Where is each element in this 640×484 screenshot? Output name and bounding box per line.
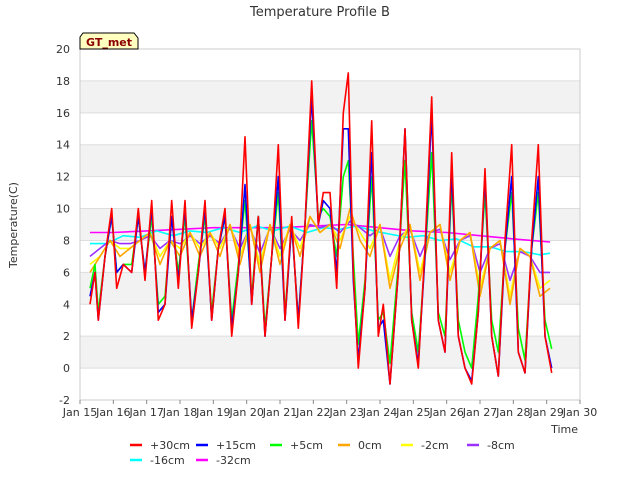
- legend-item: -8cm: [467, 439, 515, 452]
- y-axis-label: Temperature(C): [7, 182, 20, 269]
- x-tick-label: Jan 21: [262, 406, 297, 419]
- y-tick-label: 0: [63, 362, 70, 375]
- x-tick-label: Jan 24: [362, 406, 397, 419]
- legend-label: +15cm: [216, 439, 256, 452]
- x-tick-label: Jan 28: [495, 406, 530, 419]
- legend-label: +5cm: [290, 439, 323, 452]
- x-tick-label: Jan 30: [562, 406, 597, 419]
- y-tick-label: 12: [56, 171, 70, 184]
- legend: +30cm +15cm +5cm 0cm -2cm -8cm -16cm -32cm: [130, 439, 515, 467]
- y-tick-label: 16: [56, 107, 70, 120]
- series-line--16cm: [90, 225, 551, 256]
- x-tick-label: Jan 27: [462, 406, 497, 419]
- y-tick-label: 8: [63, 234, 70, 247]
- legend-label: -2cm: [421, 439, 449, 452]
- series-layer: [89, 72, 553, 385]
- x-tick-label: Jan 18: [162, 406, 197, 419]
- legend-label: -8cm: [487, 439, 515, 452]
- legend-item: -32cm: [196, 454, 251, 467]
- plot-frame: [79, 48, 581, 401]
- legend-item: +15cm: [196, 439, 256, 452]
- legend-item: 0cm: [338, 439, 382, 452]
- annotation-text: GT_met: [86, 36, 132, 49]
- legend-item: -16cm: [130, 454, 185, 467]
- grid-band: [80, 80, 580, 113]
- y-tick-label: -2: [59, 394, 70, 407]
- legend-item: -2cm: [401, 439, 449, 452]
- legend-label: +30cm: [150, 439, 190, 452]
- chart-title: Temperature Profile B: [249, 5, 390, 20]
- x-tick-label: Jan 16: [95, 406, 130, 419]
- x-tick-label: Jan 15: [62, 406, 97, 419]
- legend-item: +5cm: [270, 439, 323, 452]
- y-tick-labels: -2 0 2 4 6 8 10 12 14 16 18 20: [56, 43, 70, 407]
- y-tick-label: 20: [56, 43, 70, 56]
- legend-label: 0cm: [358, 439, 382, 452]
- legend-item: +30cm: [130, 439, 190, 452]
- x-tick-label: Jan 25: [395, 406, 430, 419]
- legend-label: -32cm: [216, 454, 251, 467]
- legend-label: -16cm: [150, 454, 185, 467]
- x-tick-label: Jan 22: [295, 406, 330, 419]
- grid-band: [80, 336, 580, 369]
- x-tick-label: Jan 19: [195, 406, 230, 419]
- x-tick-label: Jan 17: [128, 406, 163, 419]
- x-tick-label: Jan 26: [428, 406, 463, 419]
- x-tick-label: Jan 23: [328, 406, 363, 419]
- y-tick-label: 2: [63, 330, 70, 343]
- y-tick-label: 6: [63, 266, 70, 279]
- y-tick-label: 18: [56, 75, 70, 88]
- y-tick-label: 4: [63, 298, 70, 311]
- annotation-badge: GT_met: [79, 32, 139, 50]
- grid-band: [80, 144, 580, 177]
- x-tick-label: Jan 20: [228, 406, 263, 419]
- series-line-0cm: [89, 207, 551, 306]
- y-tick-label: 10: [56, 203, 70, 216]
- grid-bands: [80, 80, 580, 369]
- series-line-+30cm: [89, 72, 553, 385]
- x-tick-label: Jan 29: [528, 406, 563, 419]
- x-axis-label: Time: [550, 423, 578, 436]
- y-tick-label: 14: [56, 139, 70, 152]
